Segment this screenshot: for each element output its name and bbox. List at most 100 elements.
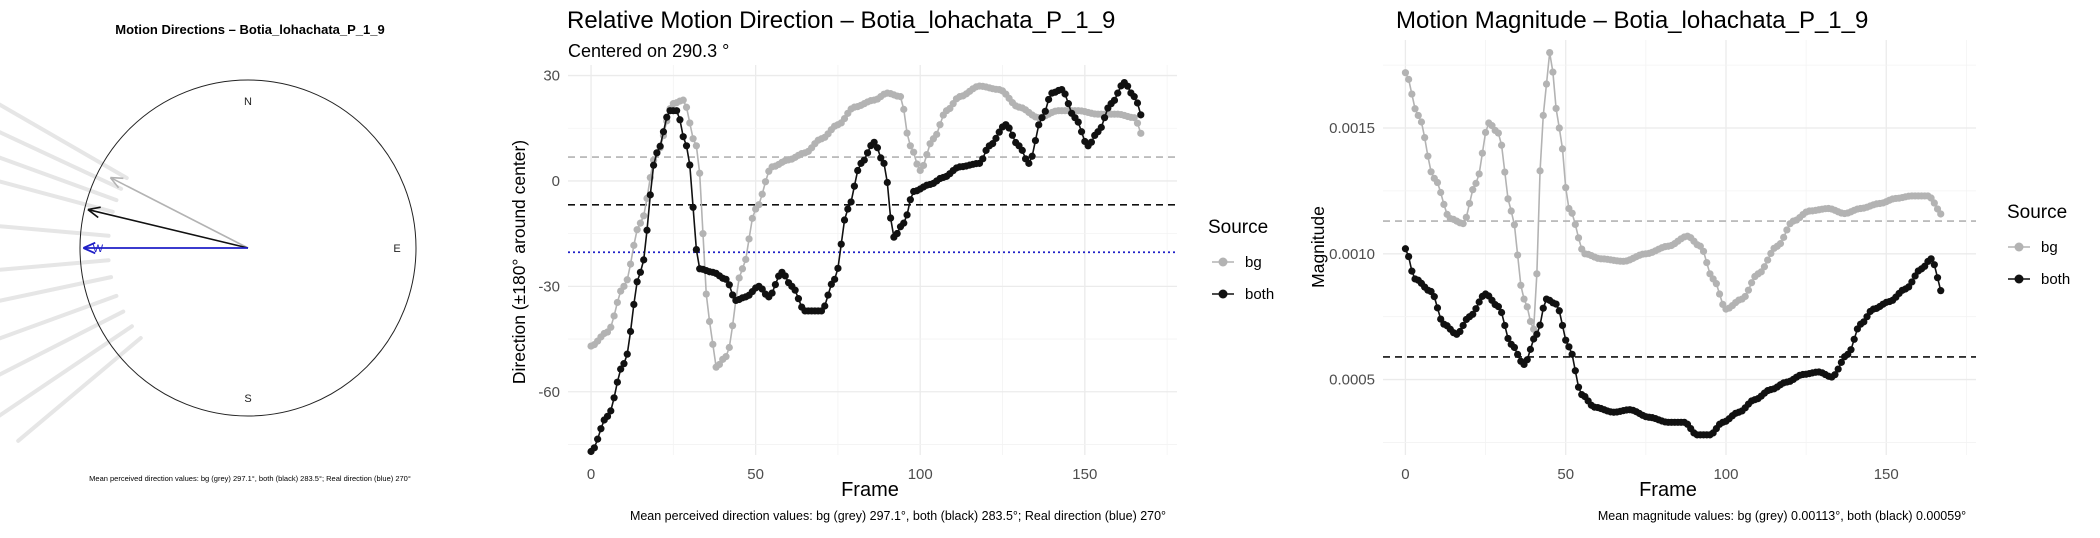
data-point-both <box>791 286 799 294</box>
data-point-bg <box>755 201 763 209</box>
data-point-both <box>1927 255 1935 263</box>
data-point-both <box>873 144 882 152</box>
data-point-bg <box>1536 167 1544 175</box>
data-point-both <box>847 198 855 206</box>
data-point-bg <box>626 260 635 268</box>
magnitude-x-axis-label: Frame <box>1639 479 1697 501</box>
data-point-both <box>1498 308 1506 317</box>
data-point-both <box>1018 146 1026 154</box>
magnitude-y-ticks: 0.0015 0.0010 0.0005 <box>1329 120 1375 389</box>
data-point-both <box>1501 321 1509 330</box>
data-point-both <box>1847 346 1855 354</box>
data-point-bg <box>613 298 621 307</box>
data-point-both <box>995 128 1003 136</box>
data-point-both <box>900 219 908 227</box>
data-point-both <box>860 156 868 164</box>
magnitude-legend-label-bg: bg <box>2041 239 2058 256</box>
data-point-bg <box>1433 178 1442 187</box>
data-point-both <box>1401 245 1410 253</box>
x-tick-label: 100 <box>908 466 933 483</box>
background-ray <box>0 324 134 418</box>
data-point-bg <box>735 274 743 282</box>
background-ray <box>0 275 114 303</box>
data-point-both <box>1536 321 1544 329</box>
data-point-both <box>676 116 684 124</box>
background-ray <box>0 179 115 214</box>
data-point-both <box>854 166 862 175</box>
direction-legend-label-both: both <box>1245 286 1274 303</box>
data-point-bg <box>840 114 849 123</box>
data-point-bg <box>1937 210 1945 218</box>
background-ray <box>0 155 119 203</box>
data-point-both <box>1469 310 1477 318</box>
data-point-bg <box>1539 111 1547 120</box>
polar-chart: Motion Directions – Botia_lohachata_P_1_… <box>0 22 417 483</box>
data-point-both <box>1494 303 1502 311</box>
data-point-bg <box>1552 104 1560 113</box>
data-point-both <box>1124 82 1132 90</box>
data-point-both <box>1558 321 1567 330</box>
data-point-bg <box>1472 179 1480 187</box>
data-point-bg <box>1414 111 1422 120</box>
data-point-bg <box>689 135 697 143</box>
polar-title: Motion Directions – Botia_lohachata_P_1_… <box>115 22 384 37</box>
data-point-both <box>844 205 852 213</box>
direction-y-axis-label: Direction (±180° around center) <box>509 140 529 384</box>
data-point-both <box>1860 318 1868 326</box>
data-point-bg <box>1498 141 1506 149</box>
data-point-bg <box>1523 303 1531 311</box>
magnitude-x-ticks: 0 50 100 150 <box>1401 466 1898 483</box>
data-point-bg <box>1741 292 1749 301</box>
data-point-both <box>1574 383 1583 391</box>
data-point-bg <box>1437 188 1445 197</box>
data-point-both <box>623 350 631 358</box>
data-point-both <box>1456 327 1464 336</box>
data-point-bg <box>1510 221 1519 229</box>
data-point-both <box>663 113 671 121</box>
direction-legend-item-bg: bg <box>1212 254 1262 271</box>
direction-reference-lines <box>568 156 1177 254</box>
data-point-both <box>617 365 625 373</box>
magnitude-legend-title: Source <box>2007 202 2067 223</box>
real-direction-arrow <box>82 241 248 255</box>
data-point-bg <box>1137 129 1145 137</box>
data-point-bg <box>758 190 766 198</box>
magnitude-series <box>1401 48 1945 439</box>
data-point-bg <box>748 214 756 222</box>
data-point-bg <box>1408 90 1416 98</box>
data-point-both <box>1061 90 1069 98</box>
background-ray <box>0 309 126 377</box>
data-point-both <box>1031 136 1040 145</box>
data-point-both <box>1035 121 1043 129</box>
background-ray <box>0 130 124 191</box>
data-point-bg <box>1767 249 1775 258</box>
background-ray <box>0 258 111 272</box>
data-point-both <box>877 154 885 162</box>
data-point-both <box>1565 343 1573 351</box>
data-point-bg <box>1930 199 1938 207</box>
data-point-both <box>840 216 849 224</box>
data-point-both <box>659 128 668 136</box>
data-point-both <box>1526 345 1535 353</box>
data-point-bg <box>1776 240 1785 248</box>
data-point-bg <box>1699 247 1708 255</box>
series-bg <box>1401 48 1945 333</box>
data-point-both <box>1863 313 1871 321</box>
data-point-both <box>1834 365 1842 373</box>
data-point-both <box>1908 278 1916 286</box>
compass-west-label: W <box>93 243 104 255</box>
data-point-both <box>643 226 651 234</box>
direction-gridlines <box>568 65 1177 455</box>
data-point-both <box>590 444 598 452</box>
direction-y-ticks: 30 0 -30 -60 <box>538 68 560 401</box>
y-tick-label: -30 <box>538 278 560 295</box>
y-tick-label: 0 <box>552 173 560 190</box>
y-tick-label: 0.0005 <box>1329 372 1375 389</box>
data-point-bg <box>1533 270 1541 278</box>
data-point-both <box>640 256 648 264</box>
data-point-both <box>1005 124 1013 132</box>
data-point-bg <box>1748 279 1756 287</box>
data-point-both <box>633 278 641 286</box>
data-point-bg <box>1546 48 1554 57</box>
data-point-both <box>1568 350 1576 358</box>
